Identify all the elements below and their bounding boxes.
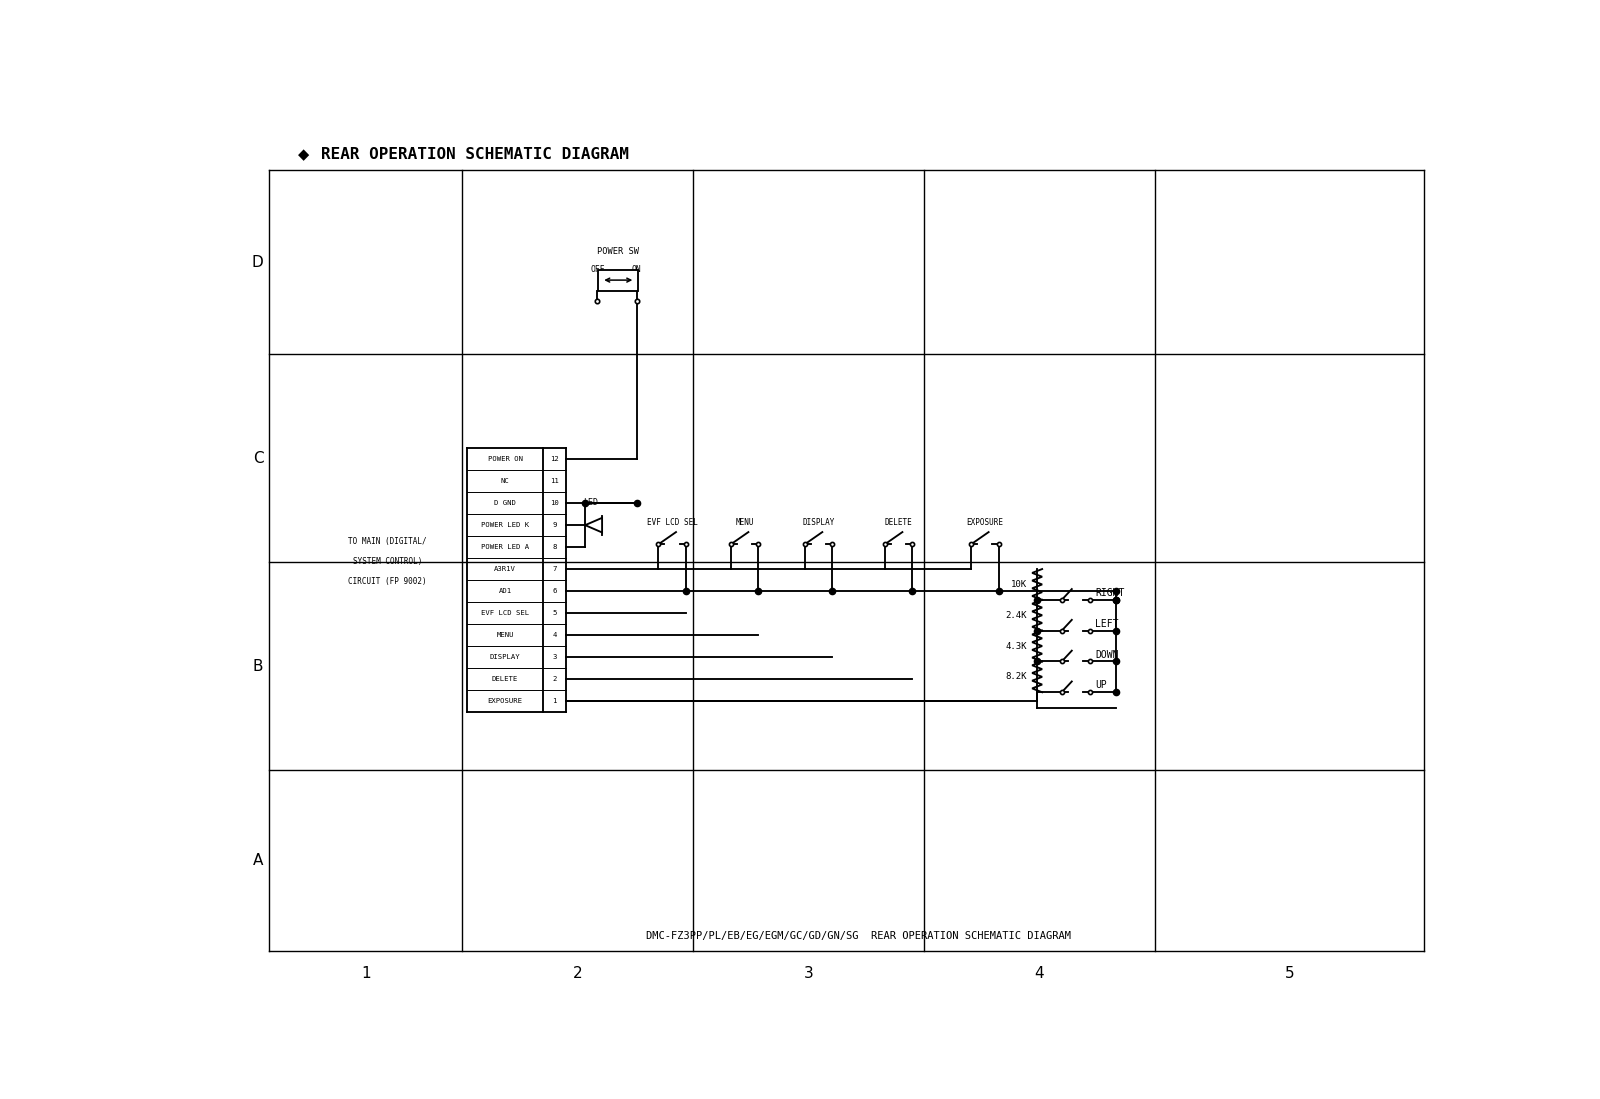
Text: 1: 1: [362, 966, 371, 980]
Polygon shape: [586, 518, 602, 533]
Text: 2: 2: [552, 676, 557, 681]
Text: D: D: [251, 255, 264, 269]
Text: EVF LCD SEL: EVF LCD SEL: [646, 519, 698, 528]
Text: DISPLAY: DISPLAY: [490, 654, 520, 659]
Text: 8.2K: 8.2K: [1005, 673, 1027, 681]
Text: 8: 8: [552, 544, 557, 551]
Text: 10K: 10K: [1011, 580, 1027, 589]
Text: DELETE: DELETE: [885, 519, 912, 528]
Text: CIRCUIT (FP 9002): CIRCUIT (FP 9002): [347, 577, 427, 586]
Text: MENU: MENU: [736, 519, 754, 528]
Text: LEFT: LEFT: [1094, 619, 1118, 629]
Text: UP: UP: [1094, 680, 1107, 690]
Text: EXPOSURE: EXPOSURE: [488, 698, 523, 703]
Text: EVF LCD SEL: EVF LCD SEL: [482, 610, 530, 615]
Text: AD1: AD1: [499, 588, 512, 593]
Text: POWER LED A: POWER LED A: [482, 544, 530, 551]
Text: 5: 5: [552, 610, 557, 615]
Text: DISPLAY: DISPLAY: [802, 519, 835, 528]
Text: RIGHT: RIGHT: [1094, 588, 1125, 598]
Text: POWER ON: POWER ON: [488, 456, 523, 463]
Text: NC: NC: [501, 478, 509, 485]
Text: ◆: ◆: [298, 146, 309, 162]
Text: 3: 3: [552, 654, 557, 659]
Text: MENU: MENU: [496, 632, 514, 637]
Text: 5: 5: [1285, 966, 1294, 980]
Bar: [598, 269, 638, 290]
Text: A3R1V: A3R1V: [494, 566, 517, 573]
Text: 2: 2: [573, 966, 582, 980]
Text: REAR OPERATION SCHEMATIC DIAGRAM: REAR OPERATION SCHEMATIC DIAGRAM: [322, 146, 629, 162]
Text: 10: 10: [550, 500, 558, 507]
Text: 4: 4: [1035, 966, 1045, 980]
Text: D GND: D GND: [494, 500, 517, 507]
Text: DMC-FZ3PP/PL/EB/EG/EGM/GC/GD/GN/SG  REAR OPERATION SCHEMATIC DIAGRAM: DMC-FZ3PP/PL/EB/EG/EGM/GC/GD/GN/SG REAR …: [646, 931, 1070, 941]
Text: A: A: [253, 853, 264, 868]
Text: 6: 6: [552, 588, 557, 593]
Text: 12: 12: [550, 456, 558, 463]
Text: 3: 3: [803, 966, 813, 980]
Text: LED: LED: [582, 498, 598, 507]
Text: TO MAIN (DIGITAL/: TO MAIN (DIGITAL/: [347, 536, 427, 545]
Text: SYSTEM CONTROL): SYSTEM CONTROL): [352, 557, 422, 566]
Text: B: B: [253, 658, 264, 674]
Text: 4: 4: [552, 632, 557, 637]
Text: 2.4K: 2.4K: [1005, 611, 1027, 620]
Text: 11: 11: [550, 478, 558, 485]
Text: POWER LED K: POWER LED K: [482, 522, 530, 529]
Text: OFF: OFF: [590, 265, 605, 275]
Text: 4.3K: 4.3K: [1005, 642, 1027, 651]
Text: DELETE: DELETE: [491, 676, 518, 681]
Text: DOWN: DOWN: [1094, 650, 1118, 659]
Text: ON: ON: [632, 265, 642, 275]
Text: 1: 1: [552, 698, 557, 703]
Text: C: C: [253, 451, 264, 466]
Text: POWER SW: POWER SW: [597, 247, 640, 256]
Text: 7: 7: [552, 566, 557, 573]
Text: EXPOSURE: EXPOSURE: [966, 519, 1003, 528]
Text: 9: 9: [552, 522, 557, 529]
